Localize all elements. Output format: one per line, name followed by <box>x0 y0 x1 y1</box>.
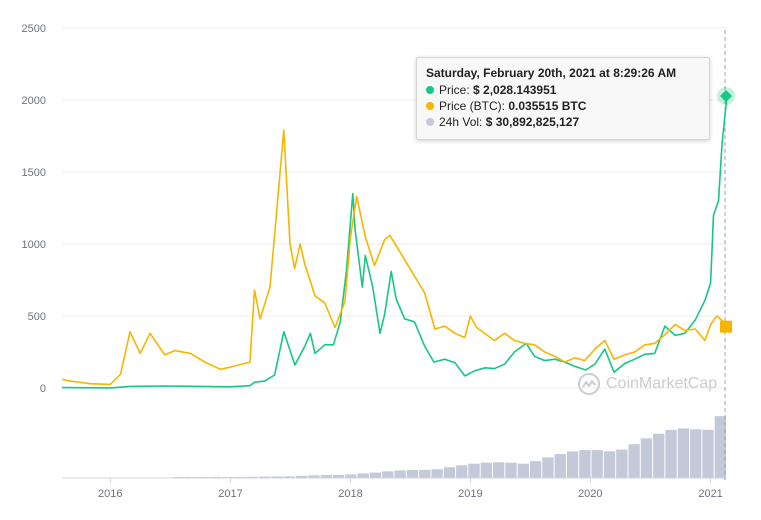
y-tick-label-2000: 2000 <box>22 95 46 107</box>
volume-bar <box>468 463 480 478</box>
volume-bar <box>517 463 529 478</box>
volume-bar <box>542 457 554 478</box>
volume-bar <box>345 474 357 478</box>
volume-bar <box>246 476 259 478</box>
price-dot-icon <box>426 86 434 94</box>
x-tick-label-2020: 2020 <box>578 488 602 500</box>
volume-bar <box>628 444 640 478</box>
watermark: CoinMarketCap <box>577 372 717 396</box>
tooltip-btc-row: Price (BTC): 0.035515 BTC <box>426 98 700 114</box>
volume-bars <box>172 416 726 478</box>
x-axis: 2016 2017 2018 2019 2020 2021 <box>98 478 723 500</box>
volume-bar <box>283 476 295 478</box>
volume-bar <box>209 476 222 478</box>
btc-price-marker <box>720 320 732 333</box>
volume-bar <box>616 449 628 478</box>
volume-bar <box>653 433 665 478</box>
volume-bar <box>259 476 271 478</box>
volume-bar <box>480 462 493 478</box>
volume-bar <box>677 428 690 478</box>
y-tick-label-500: 500 <box>28 311 46 323</box>
volume-dot-icon <box>426 118 434 126</box>
y-tick-label-1000: 1000 <box>22 239 46 251</box>
volume-bar <box>603 451 616 478</box>
tooltip-date: Saturday, February 20th, 2021 at 8:29:26… <box>426 66 677 80</box>
price-marker <box>720 89 732 102</box>
hover-markers <box>717 86 735 333</box>
watermark-text: CoinMarketCap <box>606 375 718 392</box>
volume-bar <box>640 438 653 478</box>
volume-bar <box>382 471 394 478</box>
tooltip-vol-row: 24h Vol: $ 30,892,825,127 <box>426 114 700 130</box>
x-tick-label-2019: 2019 <box>458 488 482 500</box>
volume-bar <box>554 453 566 478</box>
chart-tooltip: Saturday, February 20th, 2021 at 8:29:26… <box>416 57 710 140</box>
btc-dot-icon <box>426 102 434 110</box>
volume-bar <box>579 450 591 478</box>
volume-bar <box>702 429 714 478</box>
volume-bar <box>271 476 283 478</box>
y-tick-label-2500: 2500 <box>22 23 46 35</box>
price-btc-line <box>61 129 728 386</box>
y-tick-label-0: 0 <box>40 383 46 395</box>
volume-bar <box>332 474 345 478</box>
volume-bar <box>369 472 382 478</box>
tooltip-price-label: Price: <box>439 83 470 97</box>
x-tick-label-2016: 2016 <box>98 488 122 500</box>
y-axis: 2500 2000 1500 1000 500 0 <box>22 23 46 395</box>
volume-bar <box>665 429 677 478</box>
volume-bar <box>320 475 332 478</box>
volume-bar <box>295 475 308 478</box>
grid-lines <box>62 27 727 389</box>
volume-bar <box>591 450 603 478</box>
volume-bar <box>394 470 406 478</box>
x-tick-label-2018: 2018 <box>338 488 362 500</box>
tooltip-vol-value: $ 30,892,825,127 <box>485 115 580 129</box>
tooltip-price-row: Price: $ 2,028.143951 <box>426 82 700 98</box>
tooltip-btc-label: Price (BTC): <box>439 99 505 113</box>
volume-bar <box>714 416 726 478</box>
tooltip-btc-value: 0.035515 BTC <box>508 99 587 113</box>
volume-bar <box>529 461 542 478</box>
volume-bar <box>566 451 579 478</box>
series-lines <box>61 95 728 389</box>
x-tick-label-2017: 2017 <box>218 488 242 500</box>
volume-bar <box>690 429 702 478</box>
volume-bar <box>357 473 369 478</box>
volume-bar <box>406 469 419 478</box>
tooltip-vol-label: 24h Vol: <box>439 115 483 129</box>
volume-bar <box>493 462 505 478</box>
volume-bar <box>222 476 234 478</box>
volume-bar <box>505 462 517 478</box>
y-tick-label-1500: 1500 <box>22 167 46 179</box>
coinmarketcap-logo-icon <box>578 373 600 395</box>
volume-bar <box>419 469 431 478</box>
x-tick-label-2021: 2021 <box>698 488 722 500</box>
volume-bar <box>308 475 320 478</box>
volume-bar <box>456 465 468 478</box>
volume-bar <box>443 467 456 478</box>
volume-bar <box>431 469 443 478</box>
price-usd-line <box>61 95 728 389</box>
tooltip-price-value: $ 2,028.143951 <box>473 83 557 97</box>
